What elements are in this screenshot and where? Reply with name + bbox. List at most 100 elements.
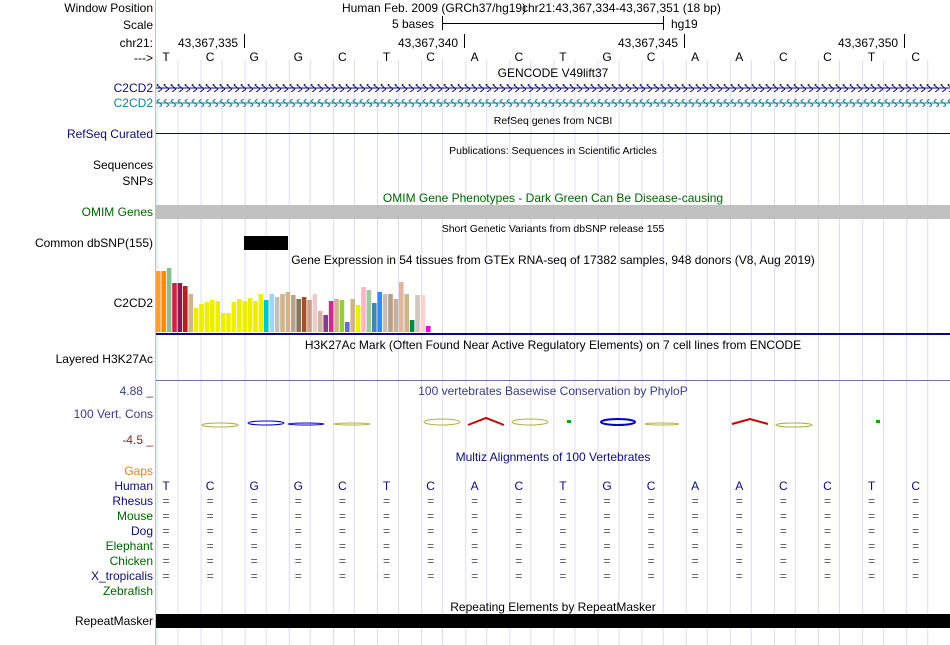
- gap-match: =: [294, 539, 302, 553]
- gtex-tissue-bar: [399, 282, 404, 332]
- gap-match: =: [823, 494, 831, 508]
- gap-match: =: [338, 509, 346, 523]
- phylop-min-label: -4.5 _: [122, 433, 153, 447]
- gap-match: =: [294, 524, 302, 538]
- omim-track-label[interactable]: OMIM Genes: [81, 205, 153, 219]
- gap-match: =: [162, 524, 170, 538]
- h3k27ac-track-title: H3K27Ac Mark (Often Found Near Active Re…: [304, 338, 802, 352]
- gencode-gene-features[interactable]: [156, 81, 950, 111]
- gap-match: =: [162, 494, 170, 508]
- gap-match: =: [647, 509, 655, 523]
- gap-match: =: [779, 539, 787, 553]
- species-label[interactable]: Elephant: [105, 539, 153, 553]
- gtex-tissue-bar: [188, 294, 193, 332]
- publications-sequences-label[interactable]: Sequences: [92, 158, 153, 172]
- gap-match: =: [338, 554, 346, 568]
- gap-match: =: [559, 569, 567, 583]
- gap-match: =: [206, 569, 214, 583]
- species-label[interactable]: Mouse: [116, 509, 153, 523]
- gtex-tissue-bar: [264, 300, 269, 332]
- gtex-expression-chart[interactable]: [156, 268, 950, 332]
- coord-tick-label: 43,367,340: [398, 36, 459, 50]
- species-label[interactable]: Rhesus: [112, 494, 153, 508]
- gap-match: =: [603, 509, 611, 523]
- base-letter: C: [426, 50, 435, 64]
- scale-label: Scale: [122, 18, 153, 32]
- coord-tick: [244, 34, 245, 48]
- gap-match: =: [250, 524, 258, 538]
- human-base: G: [249, 479, 259, 493]
- dbsnp-variant[interactable]: [244, 236, 288, 250]
- human-base: C: [514, 479, 524, 493]
- gap-match: =: [206, 554, 214, 568]
- base-letter: C: [911, 50, 921, 64]
- gap-match: =: [779, 494, 787, 508]
- species-label[interactable]: Zebrafish: [102, 584, 153, 598]
- refseq-track-label[interactable]: RefSeq Curated: [66, 127, 153, 141]
- coord-tick-label: 43,367,335: [178, 36, 239, 50]
- gap-match: =: [735, 509, 743, 523]
- gtex-tissue-bar: [355, 305, 361, 332]
- gencode-gene-label[interactable]: C2CD2: [113, 96, 153, 110]
- species-label[interactable]: X_tropicalis: [90, 569, 153, 583]
- gencode-gene-label[interactable]: C2CD2: [113, 81, 153, 95]
- gtex-tissue-bar: [285, 292, 291, 332]
- species-label[interactable]: Human: [114, 479, 153, 493]
- gtex-tissue-bar: [220, 313, 226, 332]
- gtex-tissue-bar: [274, 297, 280, 332]
- omim-feature-bar[interactable]: [156, 205, 950, 219]
- base-letter: T: [559, 50, 567, 64]
- gap-match: =: [868, 509, 876, 523]
- repeatmasker-track-label[interactable]: RepeatMasker: [74, 614, 153, 628]
- gtex-tissue-bar: [172, 283, 177, 332]
- gap-match: =: [250, 554, 258, 568]
- gtex-tissue-bar: [382, 294, 388, 332]
- gap-match: =: [162, 509, 170, 523]
- gtex-tissue-bar: [301, 297, 307, 332]
- h3k27ac-track-label[interactable]: Layered H3K27Ac: [55, 352, 153, 366]
- gap-match: =: [427, 569, 435, 583]
- gap-match: =: [294, 554, 302, 568]
- window-position-label: Window Position: [64, 1, 153, 15]
- gtex-tissue-bar: [237, 299, 242, 332]
- gap-match: =: [559, 509, 567, 523]
- gtex-tissue-bar: [210, 300, 215, 332]
- gtex-tissue-bar: [377, 292, 382, 332]
- multiz-gaps-label[interactable]: Gaps: [124, 464, 153, 478]
- gap-match: =: [823, 569, 831, 583]
- gtex-tissue-bar: [388, 294, 393, 332]
- gtex-tissue-bar: [296, 299, 301, 332]
- refseq-gene-line[interactable]: [156, 133, 950, 134]
- publications-track-title: Publications: Sequences in Scientific Ar…: [449, 145, 657, 157]
- gap-match: =: [294, 494, 302, 508]
- gap-match: =: [559, 524, 567, 538]
- gtex-tissue-bar: [291, 295, 296, 332]
- phylop-logo[interactable]: [156, 414, 950, 432]
- human-base: C: [823, 479, 832, 493]
- gap-match: =: [868, 569, 876, 583]
- gap-match: =: [338, 494, 346, 508]
- human-base: C: [646, 479, 656, 493]
- gtex-tissue-bar: [231, 302, 237, 332]
- gap-match: =: [735, 554, 743, 568]
- gap-match: =: [603, 569, 611, 583]
- publications-snps-label[interactable]: SNPs: [122, 174, 153, 188]
- base-letter: C: [646, 50, 656, 64]
- species-label[interactable]: Dog: [130, 524, 153, 538]
- gtex-track-label[interactable]: C2CD2: [113, 296, 153, 310]
- species-label[interactable]: Chicken: [109, 554, 153, 568]
- coord-tick: [684, 34, 685, 48]
- gtex-tissue-bar: [161, 271, 166, 332]
- human-base: C: [911, 479, 921, 493]
- dbsnp-track-label[interactable]: Common dbSNP(155): [34, 236, 153, 250]
- gtex-tissue-bar: [366, 290, 372, 332]
- assembly-text: Human Feb. 2009 (GRCh37/hg19): [342, 1, 527, 15]
- gtex-tissue-bar: [215, 301, 220, 332]
- gap-match: =: [206, 524, 214, 538]
- phylop-track-label[interactable]: 100 Vert. Cons: [73, 407, 153, 421]
- gtex-tissue-bar: [199, 304, 204, 332]
- repeatmasker-feature[interactable]: [156, 614, 950, 628]
- phylop-track-title: 100 vertebrates Basewise Conservation by…: [418, 384, 688, 398]
- base-letter: G: [602, 50, 612, 64]
- gtex-tissue-bar: [253, 301, 258, 332]
